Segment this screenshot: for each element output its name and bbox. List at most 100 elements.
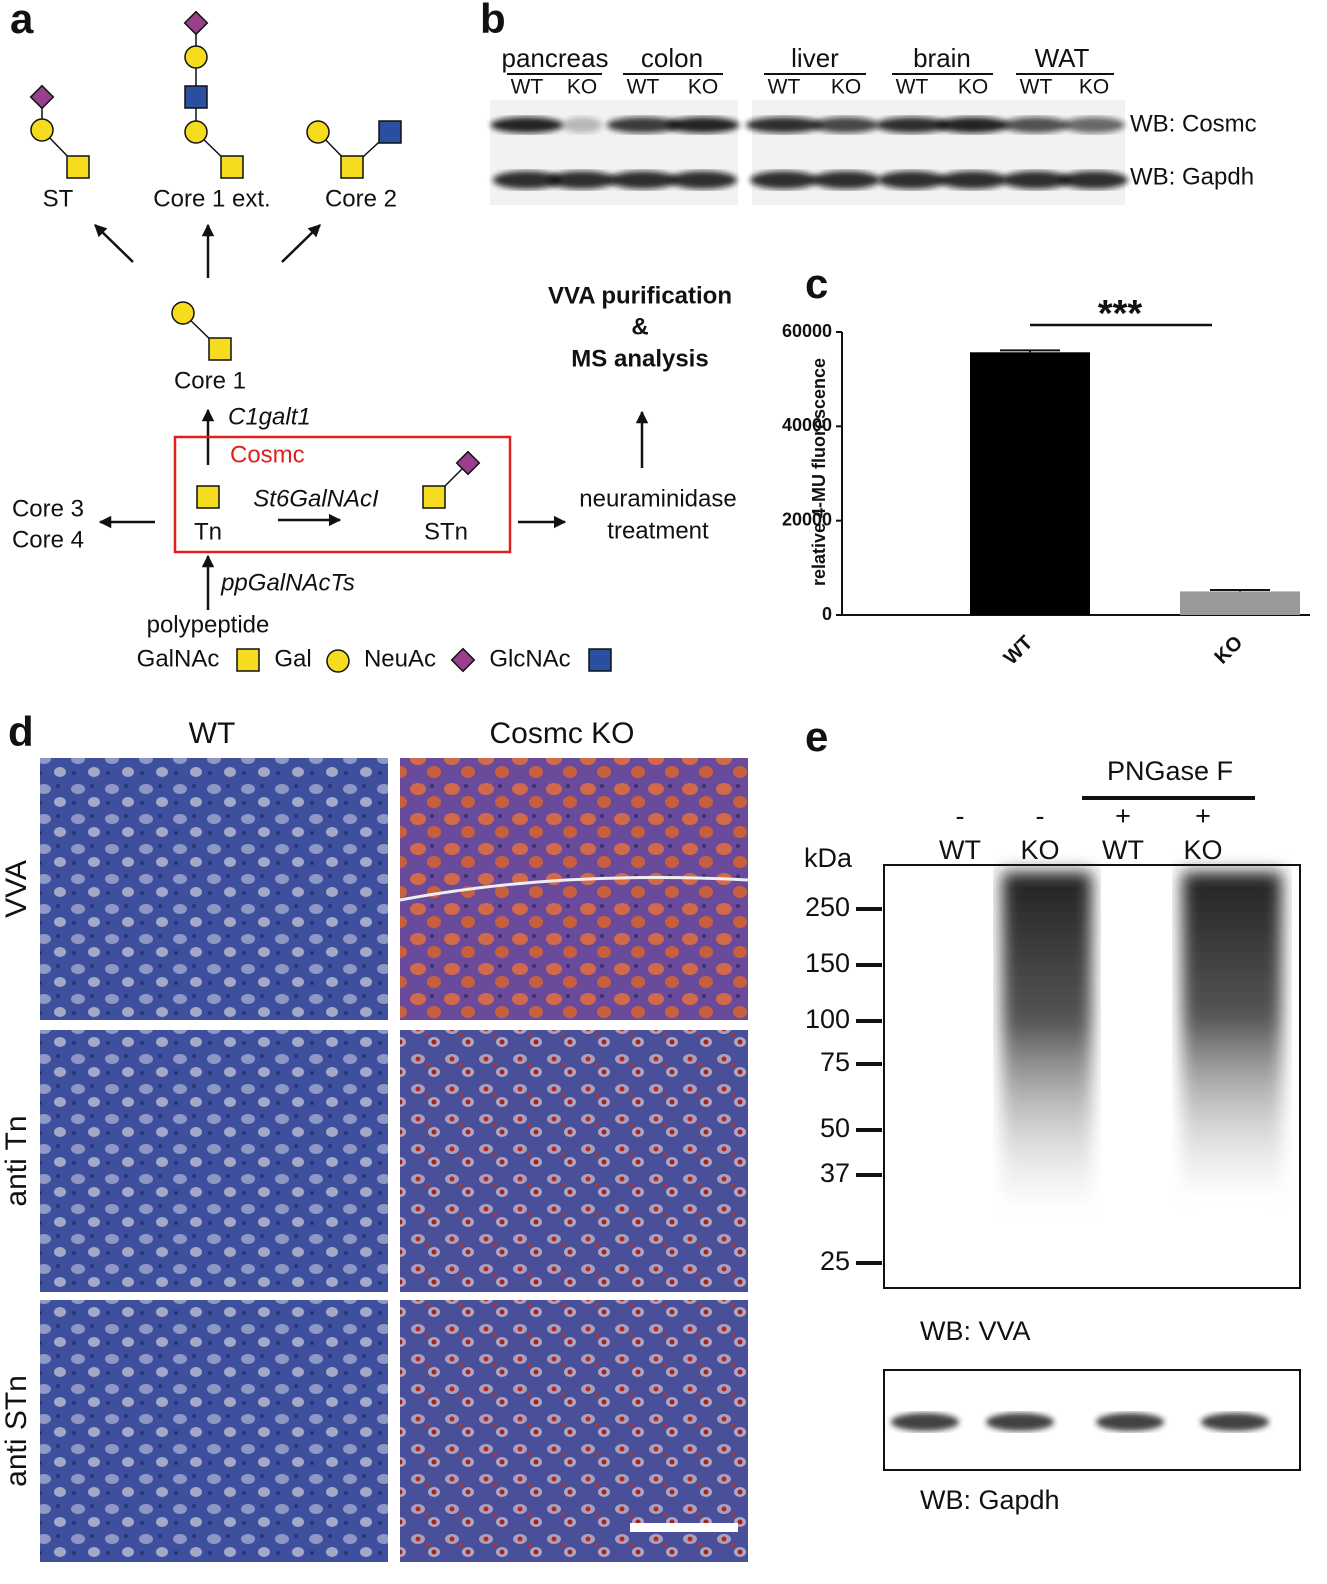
legend-label: NeuAc xyxy=(364,645,436,672)
enzyme-label: St6GalNAcI xyxy=(253,485,379,512)
panel-label: c xyxy=(805,260,828,307)
row-label: VVA xyxy=(0,860,33,918)
histology-image xyxy=(40,758,388,1020)
panel-e: e PNGase F kDa WB: VVA WB: Gapdh - WT - KO +… xyxy=(804,713,1301,1515)
sign-label: - xyxy=(1036,801,1045,831)
band xyxy=(548,171,616,189)
column-label: Cosmc KO xyxy=(489,717,634,750)
panel-d: d WT Cosmc KO VVA anti Tn anti STn xyxy=(0,708,749,1562)
blot xyxy=(752,100,1125,205)
band xyxy=(1096,1413,1164,1431)
genotype-label: KO xyxy=(567,76,597,99)
histology-image xyxy=(400,1300,748,1562)
marker-label: 37 xyxy=(820,1158,850,1188)
sign-label: + xyxy=(1115,801,1131,831)
step-label: MS analysis xyxy=(571,345,708,372)
vessel xyxy=(399,876,749,902)
glycan-st xyxy=(29,84,90,179)
y-axis-label: relative 4-MU fluorescence xyxy=(809,358,829,586)
legend-label: Gal xyxy=(274,645,311,672)
glycan-tn xyxy=(196,485,220,509)
smear xyxy=(1182,872,1282,1192)
scale-bar xyxy=(630,1523,738,1532)
panel-label: e xyxy=(805,713,828,760)
band xyxy=(878,171,946,189)
marker-label: 100 xyxy=(805,1004,850,1034)
legend-label: GlcNAc xyxy=(489,645,570,672)
band xyxy=(891,1413,959,1431)
glycan-label: Core 2 xyxy=(325,185,397,212)
glycan-label: STn xyxy=(424,518,468,545)
marker-label: 250 xyxy=(805,892,850,922)
unit-label: kDa xyxy=(804,843,853,873)
band xyxy=(813,117,879,133)
band xyxy=(745,117,823,133)
band xyxy=(750,171,818,189)
histology-image xyxy=(40,1300,388,1562)
chaperone-label: Cosmc xyxy=(230,441,305,468)
band xyxy=(875,117,949,133)
genotype-label: KO xyxy=(688,76,718,99)
y-tick-label: 60000 xyxy=(782,321,832,341)
histology-image xyxy=(400,758,748,1020)
band xyxy=(493,171,561,189)
glycan-core1 xyxy=(171,301,232,361)
genotype-label: WT xyxy=(1020,76,1053,99)
tissue-label: liver xyxy=(791,43,839,73)
y-tick-label: 20000 xyxy=(782,509,832,529)
band xyxy=(669,171,737,189)
band xyxy=(1060,171,1128,189)
band xyxy=(1201,1413,1269,1431)
histology-image xyxy=(400,1030,748,1292)
band xyxy=(1002,171,1070,189)
significance-label: *** xyxy=(1098,293,1143,335)
sign-label: - xyxy=(956,801,965,831)
band xyxy=(936,117,1010,133)
blot-label: WB: Cosmc xyxy=(1130,110,1257,137)
bar xyxy=(1180,591,1300,615)
lane-label: KO xyxy=(1020,835,1059,865)
glycan-label: Core 1 ext. xyxy=(153,185,270,212)
marker-label: 150 xyxy=(805,948,850,978)
tissue-label: colon xyxy=(641,43,703,73)
panel-a: a ST Core 1 ext. Core 2 Core 1 C1galt1 C… xyxy=(10,0,737,673)
glycan-label: ST xyxy=(43,185,74,212)
marker-label: 50 xyxy=(820,1113,850,1143)
tissue-label: pancreas xyxy=(502,43,609,73)
step-label: VVA purification xyxy=(548,282,732,309)
treatment-label: PNGase F xyxy=(1107,756,1233,786)
marker-label: 25 xyxy=(820,1246,850,1276)
blot xyxy=(490,100,738,205)
legend-label: GalNAc xyxy=(137,645,220,672)
genotype-label: KO xyxy=(1079,76,1109,99)
cosmc-box xyxy=(173,435,512,554)
blot-label: WB: Gapdh xyxy=(920,1485,1060,1515)
band xyxy=(609,171,677,189)
band xyxy=(939,171,1007,189)
genotype-label: WT xyxy=(768,76,801,99)
tissue-label: brain xyxy=(913,43,971,73)
genotype-label: WT xyxy=(511,76,544,99)
glycan-label: Core 1 xyxy=(174,367,246,394)
glycan-stn xyxy=(422,450,481,509)
enzyme-label: ppGalNAcTs xyxy=(220,569,355,596)
bar xyxy=(970,352,1090,615)
glycan-label: Tn xyxy=(194,518,222,545)
panel-label: b xyxy=(480,0,506,42)
band xyxy=(606,117,680,133)
genotype-label: WT xyxy=(896,76,929,99)
band xyxy=(562,117,602,133)
lane-label: WT xyxy=(1102,835,1144,865)
glycan-core1-ext xyxy=(183,10,244,179)
band xyxy=(812,171,880,189)
sign-label: + xyxy=(1195,801,1211,831)
row-label: anti Tn xyxy=(0,1115,33,1206)
band xyxy=(1063,117,1125,133)
panel-b: b WB: Cosmc WB: Gapdh pancreas WT KO colon W… xyxy=(480,0,1257,205)
x-tick-label: KO xyxy=(1211,632,1248,669)
step-label: neuraminidase xyxy=(579,485,736,512)
substrate-label: polypeptide xyxy=(147,611,270,638)
genotype-label: WT xyxy=(627,76,660,99)
band xyxy=(666,117,740,133)
marker-label: 75 xyxy=(820,1047,850,1077)
